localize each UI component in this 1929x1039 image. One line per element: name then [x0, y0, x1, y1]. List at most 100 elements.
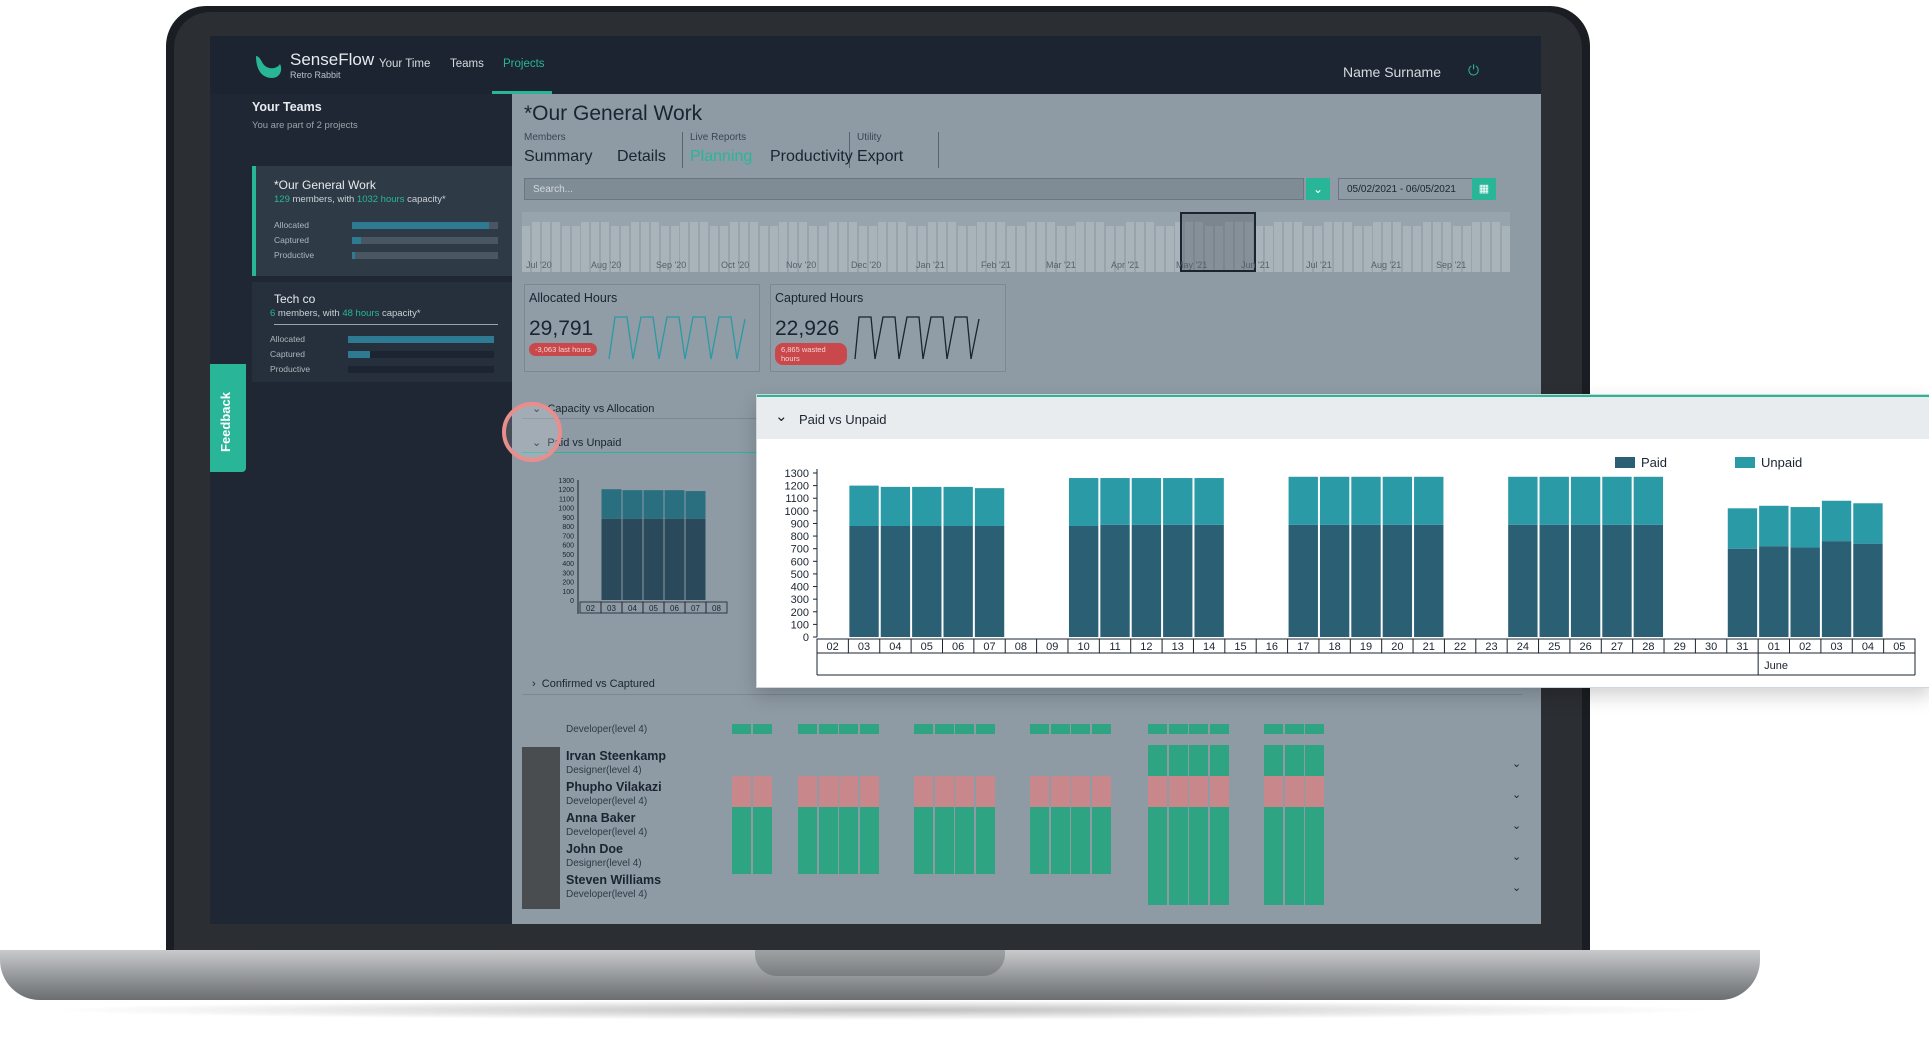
- planning-cell[interactable]: [859, 807, 879, 843]
- planning-cell[interactable]: [1264, 724, 1283, 734]
- planning-cell[interactable]: [732, 838, 751, 874]
- planning-cell[interactable]: [1189, 776, 1208, 812]
- planning-cell[interactable]: [1189, 745, 1208, 781]
- planning-cell[interactable]: [1284, 745, 1304, 781]
- planning-cell[interactable]: [1091, 776, 1111, 812]
- planning-cell[interactable]: [914, 724, 933, 734]
- planning-cell[interactable]: [859, 724, 879, 734]
- planning-cell[interactable]: [975, 724, 995, 734]
- planning-cell[interactable]: [732, 724, 751, 734]
- planning-cell[interactable]: [1168, 745, 1188, 781]
- planning-cell[interactable]: [1284, 869, 1304, 905]
- planning-cell[interactable]: [1148, 838, 1167, 874]
- planning-cell[interactable]: [752, 776, 772, 812]
- planning-cell[interactable]: [732, 807, 751, 843]
- planning-cell[interactable]: [1305, 745, 1324, 781]
- planning-cell[interactable]: [1168, 724, 1188, 734]
- nav-projects[interactable]: Projects: [503, 58, 545, 70]
- planning-cell[interactable]: [752, 807, 772, 843]
- planning-cell[interactable]: [1209, 869, 1229, 905]
- planning-cell[interactable]: [955, 776, 974, 812]
- planning-cell[interactable]: [798, 807, 817, 843]
- feedback-tab[interactable]: Feedback: [210, 364, 246, 472]
- planning-cell[interactable]: [934, 776, 954, 812]
- planning-cell[interactable]: [1264, 776, 1283, 812]
- planning-cell[interactable]: [1284, 838, 1304, 874]
- planning-cell[interactable]: [1305, 776, 1324, 812]
- calendar-icon[interactable]: ▦: [1472, 178, 1496, 200]
- team-card-our-general-work[interactable]: *Our General Work 129 members, with 1032…: [252, 166, 516, 276]
- planning-cell[interactable]: [914, 807, 933, 843]
- planning-cell[interactable]: [732, 776, 751, 812]
- team-card-tech-co[interactable]: Tech co 6 members, with 48 hours capacit…: [252, 282, 512, 382]
- tab-details[interactable]: Details: [617, 148, 666, 165]
- planning-cell[interactable]: [1264, 745, 1283, 781]
- planning-cell[interactable]: [1091, 807, 1111, 843]
- planning-cell[interactable]: [955, 807, 974, 843]
- planning-cell[interactable]: [859, 776, 879, 812]
- planning-cell[interactable]: [1284, 724, 1304, 734]
- planning-cell[interactable]: [934, 807, 954, 843]
- planning-cell[interactable]: [914, 838, 933, 874]
- planning-cell[interactable]: [1071, 724, 1090, 734]
- member-row[interactable]: Phupho Vilakazi Developer(level 4) ⌄: [522, 776, 1532, 816]
- chevron-down-icon[interactable]: ⌄: [1512, 758, 1522, 770]
- chevron-down-icon[interactable]: ⌄: [1306, 178, 1330, 200]
- planning-cell[interactable]: [955, 838, 974, 874]
- planning-cell[interactable]: [1050, 776, 1070, 812]
- planning-cell[interactable]: [818, 838, 838, 874]
- planning-cell[interactable]: [1209, 807, 1229, 843]
- planning-cell[interactable]: [1264, 838, 1283, 874]
- planning-cell[interactable]: [1168, 776, 1188, 812]
- planning-cell[interactable]: [1148, 724, 1167, 734]
- chevron-down-icon[interactable]: ⌄: [775, 408, 788, 425]
- timeline-selection-window[interactable]: [1180, 212, 1256, 272]
- planning-cell[interactable]: [1148, 776, 1167, 812]
- nav-teams[interactable]: Teams: [450, 58, 484, 70]
- planning-cell[interactable]: [798, 724, 817, 734]
- planning-cell[interactable]: [752, 724, 772, 734]
- planning-cell[interactable]: [798, 838, 817, 874]
- planning-cell[interactable]: [1148, 869, 1167, 905]
- planning-cell[interactable]: [1305, 869, 1324, 905]
- member-row[interactable]: Anna Baker Developer(level 4) ⌄: [522, 807, 1532, 847]
- section-confirmed-vs-captured[interactable]: › Confirmed vs Captured: [532, 678, 655, 690]
- planning-cell[interactable]: [955, 724, 974, 734]
- planning-cell[interactable]: [934, 838, 954, 874]
- chevron-down-icon[interactable]: ⌄: [1512, 851, 1522, 863]
- planning-cell[interactable]: [1050, 838, 1070, 874]
- planning-cell[interactable]: [752, 838, 772, 874]
- tab-summary[interactable]: Summary: [524, 148, 593, 165]
- timeline-navigator[interactable]: Jul '20 Aug '20 Sep '20 Oct '20 Nov '20 Dec '…: [522, 212, 1511, 272]
- planning-cell[interactable]: [1189, 724, 1208, 734]
- planning-cell[interactable]: [1071, 807, 1090, 843]
- date-range-input[interactable]: 05/02/2021 - 06/05/2021: [1338, 178, 1474, 200]
- planning-cell[interactable]: [1030, 838, 1049, 874]
- planning-cell[interactable]: [1284, 807, 1304, 843]
- planning-cell[interactable]: [914, 776, 933, 812]
- tab-productivity[interactable]: Productivity: [770, 148, 853, 165]
- chevron-down-icon[interactable]: ⌄: [1512, 789, 1522, 801]
- planning-cell[interactable]: [1305, 838, 1324, 874]
- planning-cell[interactable]: [1168, 807, 1188, 843]
- nav-your-time[interactable]: Your Time: [379, 58, 431, 70]
- member-row[interactable]: Steven Williams Developer(level 4) ⌄: [522, 869, 1532, 909]
- planning-cell[interactable]: [1148, 807, 1167, 843]
- planning-cell[interactable]: [818, 776, 838, 812]
- planning-cell[interactable]: [839, 776, 858, 812]
- tab-planning[interactable]: Planning: [690, 148, 753, 165]
- planning-cell[interactable]: [1209, 776, 1229, 812]
- tab-export[interactable]: Export: [857, 148, 904, 165]
- planning-cell[interactable]: [1050, 807, 1070, 843]
- search-input[interactable]: Search...: [524, 178, 1304, 200]
- chevron-down-icon[interactable]: ⌄: [1512, 820, 1522, 832]
- planning-cell[interactable]: [1168, 838, 1188, 874]
- planning-cell[interactable]: [1284, 776, 1304, 812]
- planning-cell[interactable]: [839, 807, 858, 843]
- planning-cell[interactable]: [1071, 776, 1090, 812]
- planning-cell[interactable]: [934, 724, 954, 734]
- member-row[interactable]: Developer(level 4): [522, 724, 1532, 764]
- planning-cell[interactable]: [1189, 838, 1208, 874]
- planning-cell[interactable]: [1189, 869, 1208, 905]
- planning-cell[interactable]: [1264, 807, 1283, 843]
